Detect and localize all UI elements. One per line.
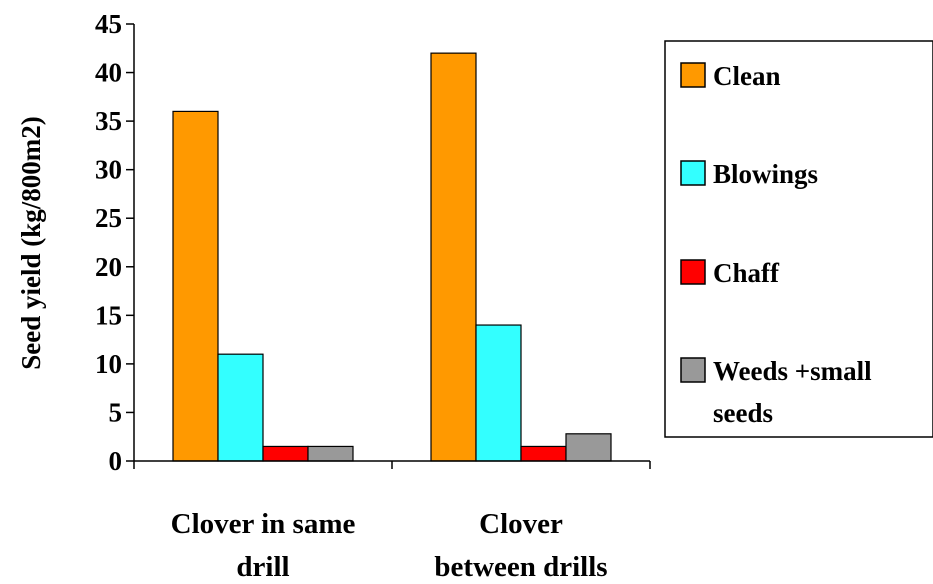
bar-weeds-small-seeds-1 xyxy=(565,433,612,462)
y-tick-label-9: 45 xyxy=(95,9,122,39)
legend-label-0-0: Clean xyxy=(713,61,781,91)
y-tick-label-7: 35 xyxy=(95,106,122,136)
bar-clean-1 xyxy=(430,52,477,462)
y-tick-label-5: 25 xyxy=(95,203,122,233)
legend-label-1-0: Blowings xyxy=(713,159,818,189)
x-category-label-1-1: between drills xyxy=(434,551,607,583)
legend-swatch-0 xyxy=(680,62,706,88)
bar-chaff-1 xyxy=(520,445,567,462)
y-tick-label-2: 10 xyxy=(95,349,122,379)
legend-label-2-0: Chaff xyxy=(713,258,780,288)
bar-clean-0 xyxy=(172,110,219,462)
legend-frame xyxy=(664,40,933,438)
y-tick-label-0: 0 xyxy=(109,446,123,476)
y-axis-title: Seed yield (kg/800m2) xyxy=(16,116,46,370)
x-axis: Clover in same drill Clover between drills xyxy=(133,460,651,583)
legend-swatch-3 xyxy=(680,357,706,383)
y-tick-label-3: 15 xyxy=(95,300,122,330)
y-tick-label-8: 40 xyxy=(95,58,122,88)
legend-label-3-0: Weeds +small xyxy=(713,356,872,386)
y-tick-label-4: 20 xyxy=(95,252,122,282)
bars-layer xyxy=(172,52,612,462)
y-axis: 0 5 10 15 20 25 30 35 40 45 xyxy=(95,9,135,476)
bar-chaff-0 xyxy=(262,445,309,462)
x-category-label-1-0: Clover xyxy=(479,508,563,540)
legend-swatch-2 xyxy=(680,259,706,285)
x-category-label-0-1: drill xyxy=(236,551,289,583)
y-tick-label-1: 5 xyxy=(109,397,123,427)
bar-blowings-0 xyxy=(217,353,264,462)
legend-label-3-1: seeds xyxy=(713,398,773,428)
bar-weeds-small-seeds-0 xyxy=(307,445,354,462)
bar-blowings-1 xyxy=(475,324,522,462)
legend: Clean Blowings Chaff Weeds +small seeds xyxy=(664,40,933,438)
y-tick-label-6: 30 xyxy=(95,155,122,185)
x-category-label-0-0: Clover in same xyxy=(171,508,356,540)
legend-swatch-1 xyxy=(680,160,706,186)
